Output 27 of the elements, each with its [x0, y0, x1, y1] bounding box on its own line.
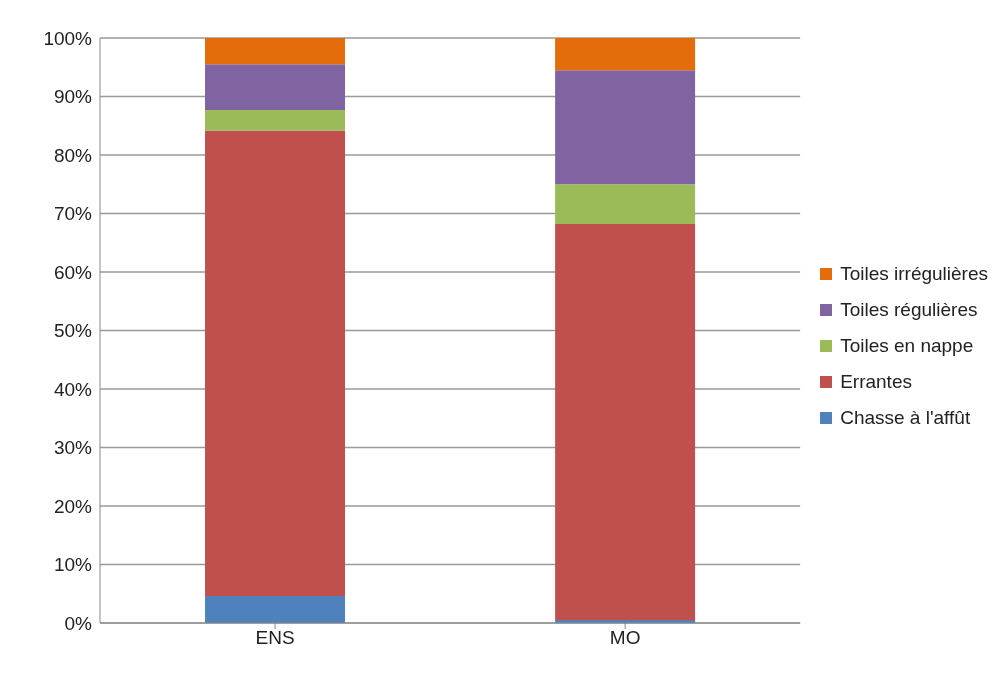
y-tick-label: 90% — [53, 86, 93, 108]
bar — [555, 224, 696, 621]
y-tick-label: 10% — [53, 554, 93, 576]
bar — [555, 184, 696, 225]
legend-label: Chasse à l'affût — [840, 406, 971, 429]
bar — [205, 109, 346, 131]
legend-label: Toiles irrégulières — [840, 262, 988, 285]
bar — [205, 64, 346, 110]
y-tick-label: 60% — [53, 261, 93, 283]
y-tick-label: 100% — [43, 27, 93, 49]
bar — [205, 130, 346, 597]
y-tick-label: 0% — [64, 612, 93, 634]
y-tick-label: 30% — [53, 437, 93, 459]
y-tick-label: 40% — [53, 378, 93, 400]
bar — [555, 70, 696, 185]
y-tick-label: 70% — [53, 203, 93, 225]
y-tick-label: 50% — [53, 320, 93, 342]
legend-label: Toiles régulières — [840, 298, 978, 321]
x-tick-label: ENS — [255, 627, 295, 649]
legend-label: Errantes — [840, 370, 912, 393]
bar — [555, 38, 696, 71]
bar — [205, 596, 346, 623]
x-tick-label: MO — [609, 627, 641, 649]
y-tick-label: 80% — [53, 144, 93, 166]
bar — [205, 38, 346, 65]
y-tick-label: 20% — [53, 495, 93, 517]
legend-label: Toiles en nappe — [840, 334, 974, 357]
